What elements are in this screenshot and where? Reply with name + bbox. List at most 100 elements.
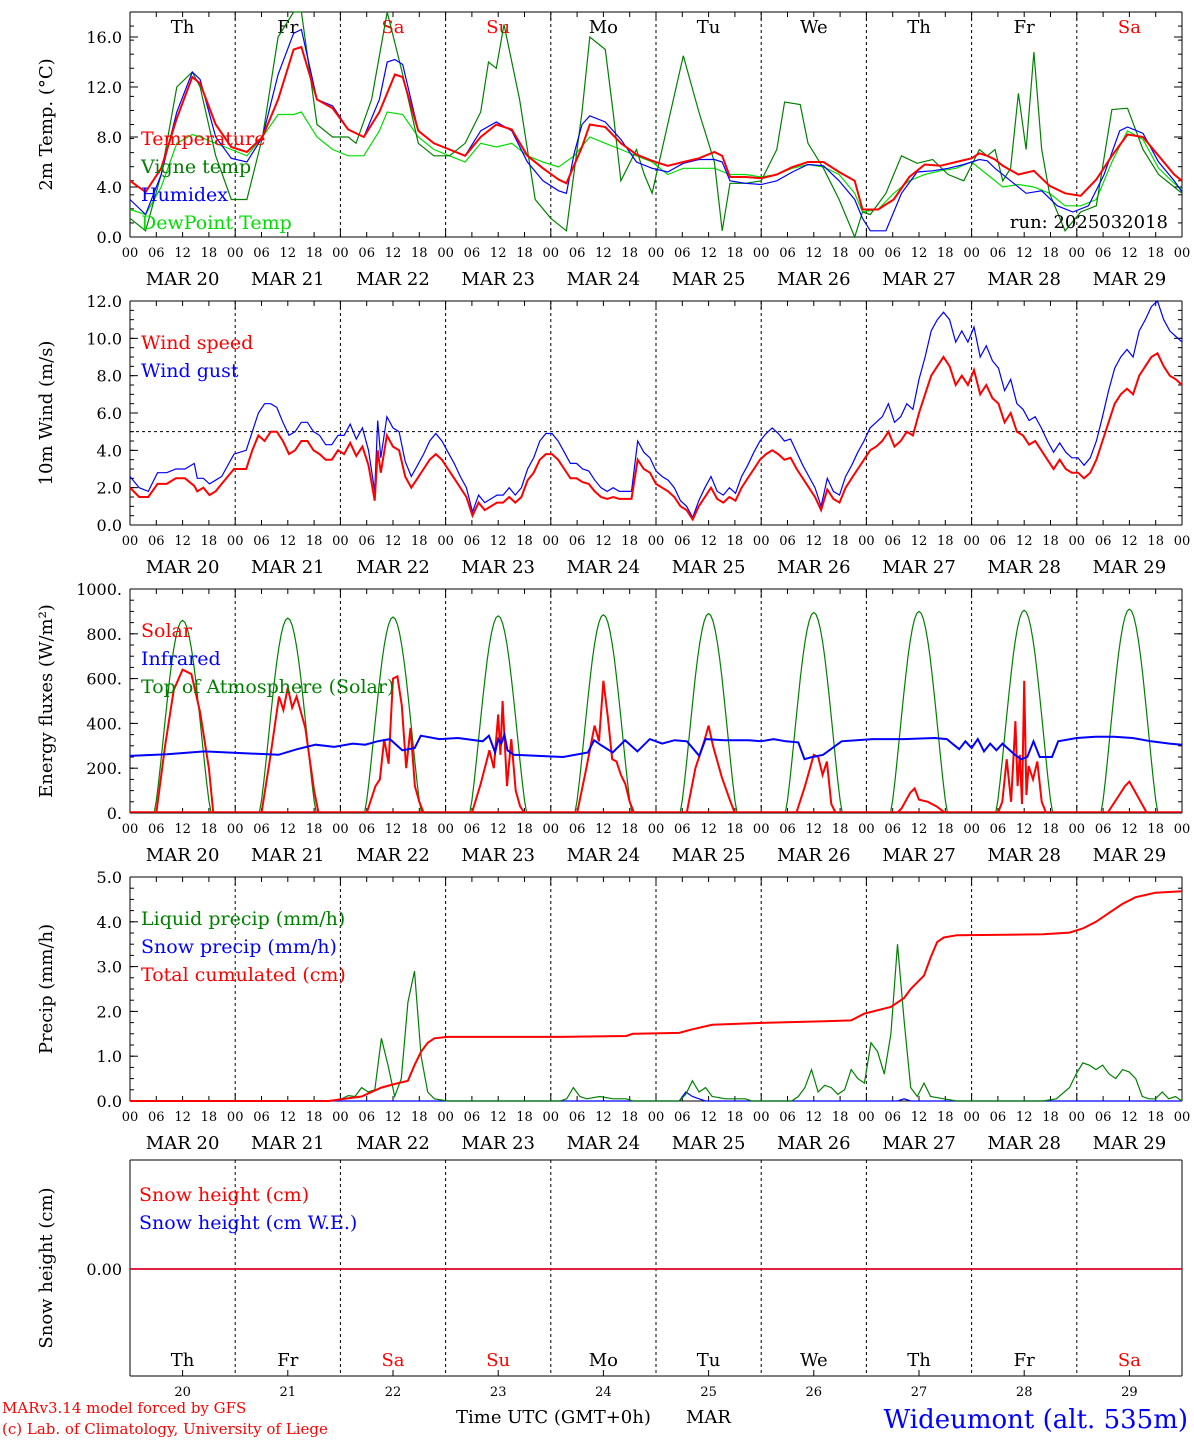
hour-tick-label: 06: [358, 822, 375, 837]
legend-entry: Snow height (cm): [139, 1184, 309, 1206]
hour-tick-label: 18: [1147, 822, 1164, 837]
day-number-label: 25: [700, 1385, 717, 1400]
weekday-label: Su: [486, 1350, 510, 1371]
date-label: MAR 24: [567, 1133, 641, 1154]
hour-tick-label: 00: [1069, 534, 1086, 549]
hour-tick-label: 18: [832, 246, 849, 261]
y-axis-label: Energy fluxes (W/m²): [36, 604, 57, 798]
y-tick-label: 0.00: [86, 1260, 122, 1279]
hour-tick-label: 18: [937, 246, 954, 261]
hour-tick-label: 18: [306, 1110, 323, 1125]
y-tick-label: 2.0: [97, 479, 122, 498]
solar-curve: [470, 700, 526, 814]
hour-tick-label: 12: [1121, 1110, 1138, 1125]
solar-curve: [1106, 779, 1148, 814]
weekday-label: Fr: [1014, 1350, 1035, 1371]
hour-tick-label: 12: [700, 822, 717, 837]
hour-tick-label: 12: [280, 1110, 297, 1125]
hour-tick-label: 18: [306, 534, 323, 549]
hour-tick-label: 12: [1121, 534, 1138, 549]
legend-entry: Top of Atmosphere (Solar): [141, 676, 394, 698]
hour-tick-label: 18: [621, 822, 638, 837]
y-tick-label: 0.0: [97, 516, 122, 535]
legend-entry: Vigne temp: [140, 156, 251, 178]
hour-tick-label: 00: [753, 246, 770, 261]
weekday-label: We: [800, 1350, 828, 1371]
legend-entry: Wind gust: [141, 360, 239, 382]
hour-tick-label: 18: [832, 534, 849, 549]
series-line: [129, 28, 1183, 232]
y-tick-label: 1.0: [97, 1047, 122, 1066]
hour-tick-label: 06: [1095, 246, 1112, 261]
hour-tick-label: 12: [1016, 1110, 1033, 1125]
hour-tick-label: 06: [884, 534, 901, 549]
hour-tick-label: 18: [727, 1110, 744, 1125]
date-label: MAR 29: [1093, 557, 1167, 578]
hour-tick-label: 18: [937, 1110, 954, 1125]
hour-tick-label: 18: [621, 246, 638, 261]
hour-tick-label: 18: [832, 822, 849, 837]
lab-credit: (c) Lab. of Climatology, University of L…: [2, 1420, 328, 1438]
hour-tick-label: 18: [937, 822, 954, 837]
hour-tick-label: 06: [148, 246, 165, 261]
series-line: [130, 890, 1183, 1102]
hour-tick-label: 06: [884, 246, 901, 261]
hour-tick-label: 00: [332, 246, 349, 261]
hour-tick-label: 00: [1069, 822, 1086, 837]
hour-tick-label: 00: [858, 822, 875, 837]
y-tick-label: 10.0: [86, 329, 122, 348]
y-tick-label: 6.0: [97, 404, 122, 423]
run-annotation: run: 2025032018: [1010, 212, 1168, 233]
date-label: MAR 21: [251, 845, 325, 866]
hour-tick-label: 00: [753, 822, 770, 837]
weekday-label: Fr: [277, 1350, 298, 1371]
toa-curve: [1100, 608, 1159, 814]
weekday-label: Sa: [1118, 17, 1141, 38]
hour-tick-label: 00: [1174, 1110, 1191, 1125]
toa-curve: [469, 615, 528, 814]
day-number-label: 27: [911, 1385, 928, 1400]
hour-tick-label: 06: [1095, 1110, 1112, 1125]
hour-tick-label: 18: [411, 246, 428, 261]
hour-tick-label: 06: [990, 246, 1007, 261]
hour-tick-label: 12: [490, 1110, 507, 1125]
date-label: MAR 24: [567, 845, 641, 866]
date-label: MAR 28: [987, 845, 1061, 866]
hour-tick-label: 18: [411, 822, 428, 837]
hour-tick-label: 00: [437, 822, 454, 837]
hour-tick-label: 12: [280, 534, 297, 549]
date-label: MAR 27: [882, 845, 956, 866]
toa-curve: [889, 610, 949, 814]
y-tick-label: 600.: [86, 670, 122, 689]
date-label: MAR 29: [1093, 845, 1167, 866]
date-label: MAR 28: [987, 557, 1061, 578]
hour-tick-label: 00: [963, 246, 980, 261]
solar-curve: [685, 725, 736, 814]
hour-tick-label: 12: [174, 822, 191, 837]
date-label: MAR 28: [987, 1133, 1061, 1154]
hour-tick-label: 18: [516, 246, 533, 261]
weekday-label: Fr: [1014, 17, 1035, 38]
hour-tick-label: 06: [148, 822, 165, 837]
hour-tick-label: 18: [937, 534, 954, 549]
hour-tick-label: 00: [122, 534, 139, 549]
hour-tick-label: 00: [1069, 246, 1086, 261]
hour-tick-label: 12: [806, 246, 823, 261]
date-label: MAR 23: [461, 269, 535, 290]
hour-tick-label: 06: [779, 246, 796, 261]
hour-tick-label: 06: [569, 1110, 586, 1125]
series-line: [129, 11, 1183, 239]
date-label: MAR 24: [567, 269, 641, 290]
date-label: MAR 23: [461, 1133, 535, 1154]
hour-tick-label: 12: [911, 246, 928, 261]
legend-entry: Wind speed: [141, 332, 253, 354]
y-tick-label: 12.0: [86, 78, 122, 97]
x-axis-label: Time UTC (GMT+0h): [456, 1407, 651, 1428]
y-axis-label: Snow height (cm): [36, 1187, 57, 1348]
hour-tick-label: 00: [122, 822, 139, 837]
hour-tick-label: 06: [1095, 534, 1112, 549]
hour-tick-label: 00: [963, 1110, 980, 1125]
hour-tick-label: 12: [1121, 822, 1138, 837]
date-label: MAR 25: [672, 269, 746, 290]
weekday-label: Th: [171, 17, 195, 38]
